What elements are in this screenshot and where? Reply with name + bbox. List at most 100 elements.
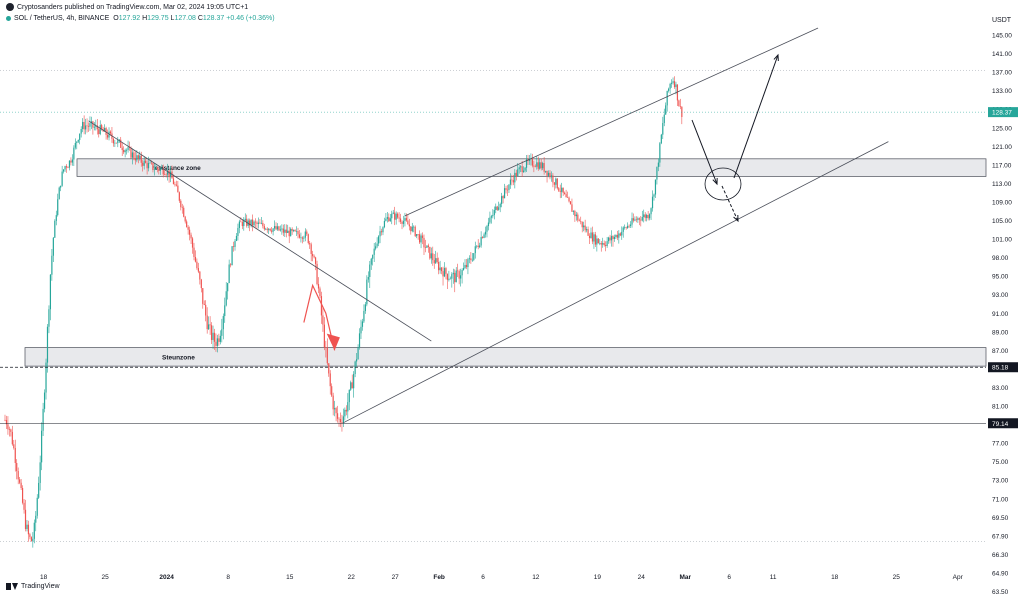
candle-body (427, 245, 429, 247)
candle-body (60, 185, 62, 188)
candle-body (38, 482, 40, 498)
candle-body (118, 139, 120, 141)
candle-body (502, 196, 504, 199)
candle-body (336, 413, 339, 419)
candle-body (555, 178, 557, 185)
candle-body (495, 206, 497, 211)
y-tick-label: 66.30 (992, 552, 1009, 559)
candle-body (662, 123, 664, 135)
candle-body (136, 155, 138, 161)
candle-body (533, 165, 535, 167)
candle-body (672, 81, 674, 83)
candle-body (278, 226, 280, 231)
candle-body (528, 158, 531, 162)
candle-body (397, 213, 399, 218)
x-tick-label: 18 (40, 574, 48, 581)
candle-body (137, 155, 139, 159)
candle-body (556, 178, 558, 189)
candle-body (256, 222, 258, 224)
candle-body (271, 230, 273, 232)
candle-body (216, 338, 219, 346)
y-tick-label: 69.50 (992, 515, 1009, 522)
candle-body (394, 212, 396, 220)
candle-body (480, 237, 482, 246)
candle-body (295, 231, 298, 232)
candle-body (266, 228, 268, 230)
candle-body (549, 172, 551, 178)
candle-body (74, 142, 76, 148)
candle-body (405, 218, 408, 221)
candle-body (152, 163, 154, 170)
candle-body (200, 279, 202, 289)
candle-body (669, 83, 671, 89)
candle-body (325, 347, 327, 348)
candle-body (82, 121, 84, 129)
candle-body (473, 253, 475, 260)
candle-body (33, 522, 35, 539)
price-tag (988, 107, 1018, 118)
candle-body (155, 167, 157, 170)
candle-body (87, 126, 90, 127)
zones: resistance zone Steunzone (24, 158, 987, 367)
candle-body (383, 220, 386, 228)
candle-body (27, 524, 30, 535)
price-axis[interactable]: USDT145.00141.00137.00133.00129.00125.00… (988, 17, 1018, 596)
candle-body (310, 244, 312, 254)
candle-body (253, 221, 255, 226)
candle-body (131, 152, 134, 158)
candle-body (208, 324, 210, 330)
candle-body (181, 207, 183, 208)
candle-body (335, 408, 337, 414)
candle-body (392, 212, 394, 214)
candle-body (643, 214, 645, 218)
candle-body (70, 160, 72, 163)
candle-body (429, 246, 431, 259)
candle-body (316, 263, 318, 285)
candle-body (312, 253, 314, 257)
candle-body (389, 218, 391, 222)
candle-body (347, 402, 349, 412)
candle-body (593, 234, 595, 242)
candle-body (284, 229, 286, 233)
candle-body (635, 219, 638, 221)
x-tick-label: 2024 (159, 574, 174, 581)
candle-body (622, 227, 624, 232)
symbol-name[interactable]: SOL / TetherUS, 4h, BINANCE (14, 15, 110, 22)
candle-body (408, 224, 410, 227)
candle-body (235, 235, 238, 241)
candle-body (67, 167, 69, 169)
candle-body (520, 166, 522, 168)
candle-body (531, 158, 533, 166)
candle-body (209, 324, 211, 326)
high-value: 129.75 (147, 15, 169, 22)
candle-body (486, 226, 488, 232)
candle-body (32, 538, 34, 542)
footer-brand-text: TradingView (21, 583, 60, 590)
candle-body (230, 264, 232, 266)
footer-brand[interactable]: TradingView (6, 583, 60, 590)
x-tick-label: 27 (392, 574, 400, 581)
candle-body (92, 121, 94, 128)
candle-body (243, 220, 245, 227)
candle-body (523, 170, 525, 173)
candle-body (249, 220, 251, 226)
candle-body (341, 422, 343, 424)
candle-body (317, 284, 320, 289)
candle-body (398, 217, 400, 219)
candle-body (583, 225, 585, 228)
candle-body (114, 142, 116, 144)
candle-body (663, 114, 665, 124)
retest-circle (704, 167, 742, 201)
time-axis[interactable]: 18 25 2024 8 15 22 27 Feb 6 12 19 24 Mar 6 11 18 25 Apr (40, 574, 964, 581)
candle-body (436, 258, 438, 262)
y-tick-label: 141.00 (992, 51, 1012, 58)
candle-body (306, 231, 308, 235)
y-tick-label: 137.00 (992, 70, 1012, 77)
candle-body (440, 267, 443, 272)
candle-body (509, 179, 512, 185)
candle-body (564, 192, 566, 195)
candle-body (353, 373, 355, 389)
candle-body (309, 243, 311, 245)
y-tick-label: 113.00 (992, 181, 1012, 188)
